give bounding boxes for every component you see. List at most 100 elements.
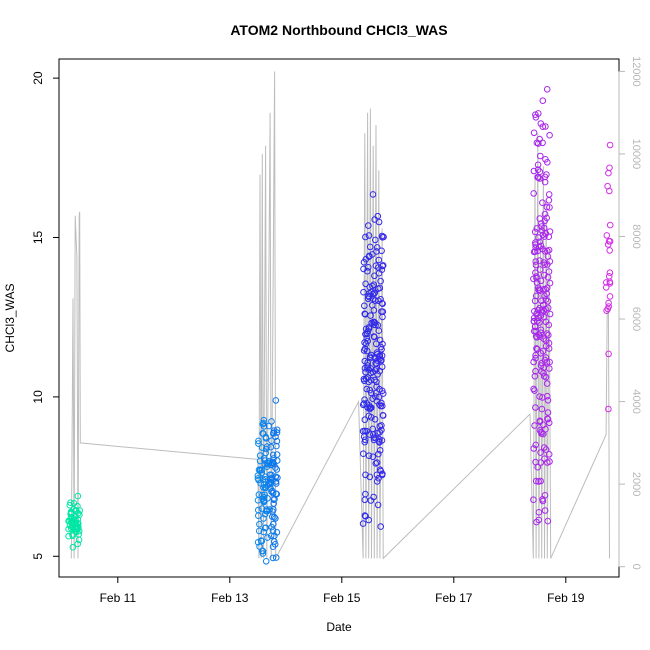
data-point [379,390,387,397]
data-point [362,368,369,376]
data-point [544,517,552,525]
data-point [606,247,614,254]
data-point [365,324,373,331]
data-point [362,340,370,348]
data-point [362,280,369,288]
data-point [544,397,552,404]
data-point [541,233,548,240]
y-tick-label-right: 10000 [630,139,642,170]
data-point [373,478,381,485]
data-point [537,459,545,466]
y-tick-label-left: 5 [31,553,45,560]
data-point [379,262,387,269]
data-point [605,169,612,177]
y-tick-label-left: 20 [31,71,45,85]
data-point [546,204,553,211]
data-point [372,236,379,244]
data-point [542,425,549,433]
x-tick-label: Feb 19 [547,591,585,605]
data-point [544,415,552,423]
data-point [365,516,373,524]
data-point [539,347,547,355]
data-point [360,450,367,458]
data-point [605,405,612,413]
data-point [366,386,374,394]
data-point [536,286,543,293]
data-point [536,135,543,143]
y-axis-right: 0 2000 4000 6000 8000 10000 12000 [618,56,642,570]
data-point [362,311,369,318]
data-point [261,457,268,464]
data-point [530,445,538,452]
data-point [536,304,543,312]
data-point [74,540,81,548]
data-point [262,435,270,442]
data-point [540,444,548,451]
data-point [363,400,371,407]
data-point [546,279,554,287]
data-point [371,333,378,341]
data-point [379,308,387,316]
data-point [375,450,382,458]
data-point [369,251,376,258]
data-point [266,478,274,486]
data-point [379,300,386,308]
data-point [266,506,273,513]
data-point [366,431,374,438]
scatter-points-layer [65,86,614,565]
data-point [254,475,262,482]
data-point [537,350,545,357]
data-point [539,497,547,505]
data-point [537,329,545,337]
data-point [369,368,377,376]
data-point [536,257,543,264]
chart-title: ATOM2 Northbound CHCl3_WAS [230,22,447,38]
data-point [532,241,539,248]
data-point [540,335,548,343]
data-point [262,558,270,565]
data-point [258,469,266,477]
data-point [375,256,383,264]
data-point [604,182,611,190]
data-point [365,232,373,239]
data-point [606,280,614,287]
data-point [606,269,614,277]
data-point [546,131,553,139]
data-point [605,350,612,358]
y-tick-label-left: 15 [31,231,45,245]
y-axis-left: 5 10 15 20 [31,71,60,560]
point-cluster-0 [65,492,83,551]
data-point [258,537,266,545]
data-point [373,248,380,255]
data-point [537,277,545,285]
data-point [373,459,381,466]
data-point [540,271,548,279]
x-tick-label: Feb 17 [435,591,473,605]
data-point [366,243,374,251]
data-point [604,305,612,313]
data-point [376,466,384,474]
data-point [531,228,539,236]
data-point [259,550,267,557]
data-point [73,507,80,515]
data-point [532,367,539,375]
data-point [545,191,553,198]
data-point [363,385,371,393]
data-point [532,477,540,485]
data-point [541,507,549,514]
y-tick-label-right: 2000 [630,472,642,496]
data-point [375,393,383,401]
data-point [606,238,614,245]
data-point [367,414,375,421]
data-point [257,479,264,487]
data-point [543,330,551,337]
data-point [272,473,280,481]
data-point [376,401,383,408]
data-point [273,429,281,436]
data-point [541,455,548,463]
y-tick-label-right: 8000 [630,224,642,248]
data-point [536,333,544,340]
data-point [377,277,384,285]
data-point [361,339,368,346]
